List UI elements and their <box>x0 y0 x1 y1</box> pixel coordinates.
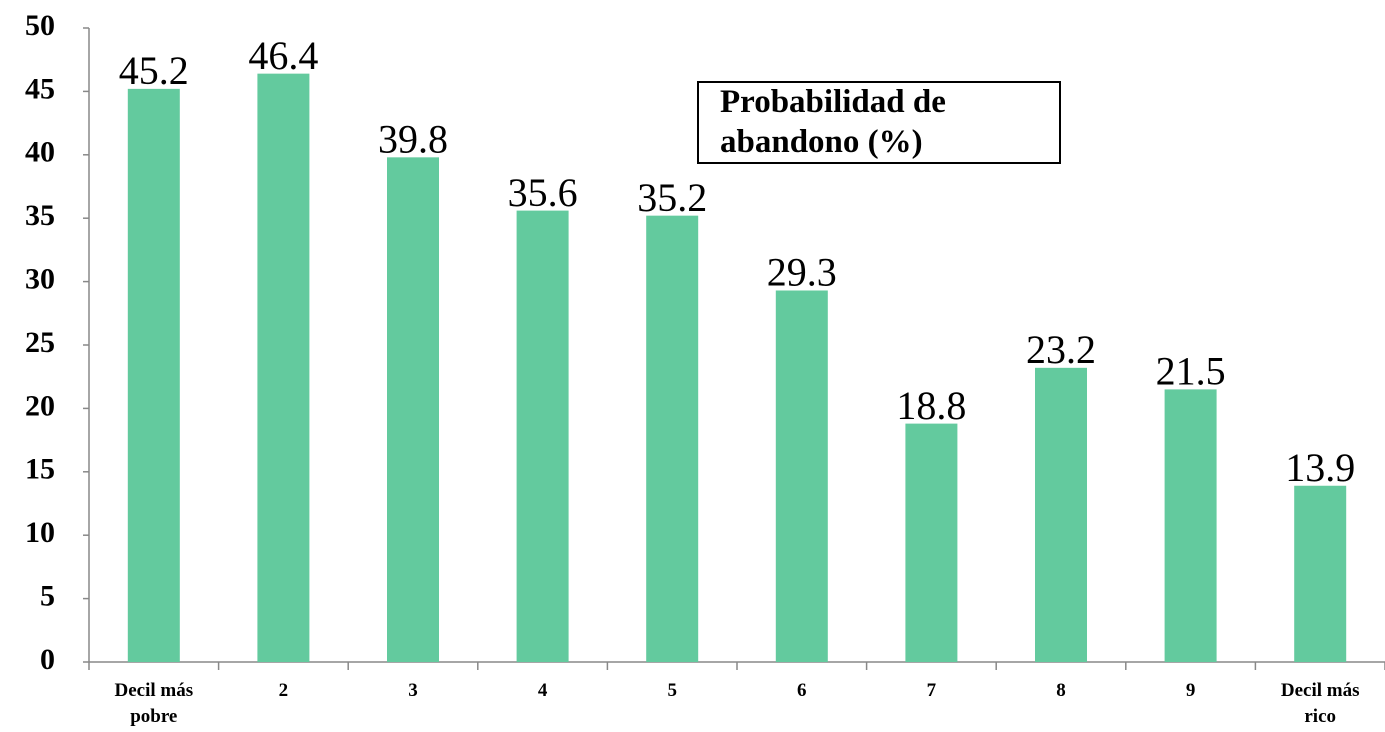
value-label: 23.2 <box>1026 327 1096 372</box>
x-tick-label: 2 <box>279 680 289 701</box>
bar <box>1164 389 1217 662</box>
y-tick-label: 0 <box>40 643 55 676</box>
value-label: 35.6 <box>508 170 578 215</box>
bar <box>516 210 569 663</box>
bar <box>646 215 699 662</box>
value-label: 39.8 <box>378 117 448 162</box>
bar <box>905 423 958 662</box>
y-tick-label: 20 <box>25 389 55 422</box>
bar <box>1294 485 1347 662</box>
y-tick-label: 40 <box>25 136 55 169</box>
x-tick-label: Decil más rico <box>1281 680 1360 727</box>
y-tick-label: 25 <box>25 326 55 359</box>
value-label: 21.5 <box>1156 349 1226 394</box>
y-tick-label: 35 <box>25 199 55 232</box>
x-tick-label: 7 <box>927 680 937 701</box>
y-tick-label: 50 <box>25 9 55 42</box>
x-tick-label: 5 <box>667 680 677 701</box>
y-tick-label: 10 <box>25 516 55 549</box>
bar <box>775 290 828 662</box>
value-label: 29.3 <box>767 250 837 295</box>
x-tick-label: 8 <box>1056 680 1066 701</box>
x-tick-label: 4 <box>538 680 548 701</box>
x-tick-label: Decil más pobre <box>114 680 193 727</box>
x-tick-label: 6 <box>797 680 807 701</box>
bar <box>1035 367 1087 662</box>
bar <box>387 157 439 662</box>
bar <box>127 88 180 662</box>
value-label: 13.9 <box>1285 445 1355 490</box>
y-tick-label: 45 <box>25 72 55 105</box>
y-tick-label: 5 <box>40 579 55 612</box>
x-tick-label: 3 <box>408 680 418 701</box>
y-tick-label: 30 <box>25 262 55 295</box>
x-tick-label: 9 <box>1186 680 1196 701</box>
value-label: 18.8 <box>896 383 966 428</box>
y-tick-label: 15 <box>25 453 55 486</box>
chart-title: Probabilidad de abandono (%) <box>720 84 946 160</box>
value-label: 35.2 <box>637 175 707 220</box>
bar <box>257 73 310 662</box>
value-label: 45.2 <box>119 48 189 93</box>
title-box <box>697 81 1061 164</box>
value-label: 46.4 <box>248 33 318 78</box>
